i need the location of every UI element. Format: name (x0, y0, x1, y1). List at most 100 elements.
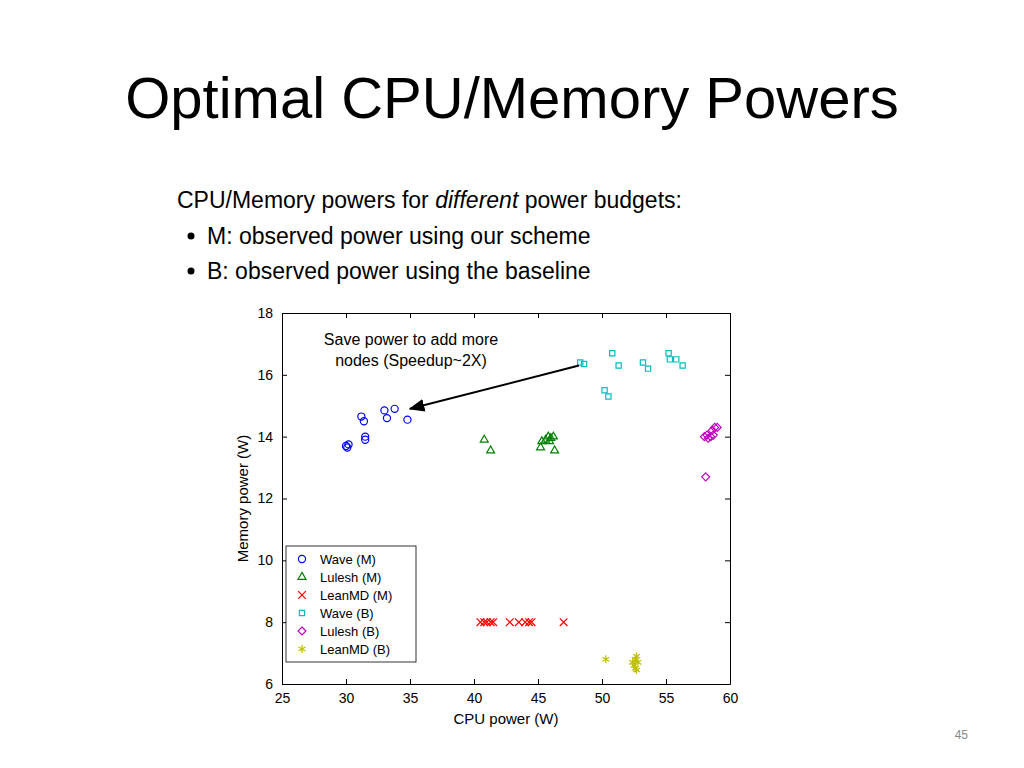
annotation-text: Save power to add more (324, 331, 498, 348)
intro-part: different (435, 187, 520, 213)
plot-background (282, 313, 730, 684)
series (700, 423, 721, 480)
tick-mark (282, 499, 287, 500)
point (632, 655, 639, 663)
tick-mark (538, 313, 539, 318)
tick-label: 16 (257, 367, 273, 383)
tick (725, 437, 730, 438)
point (713, 423, 721, 431)
axis-line (283, 684, 731, 685)
axis-line (283, 313, 731, 314)
tick-mark (666, 679, 667, 684)
tick (725, 499, 730, 500)
point (487, 446, 495, 453)
series (342, 405, 411, 451)
tick-mark (602, 679, 603, 684)
point (404, 416, 411, 423)
point (489, 618, 497, 626)
tick-mark (725, 375, 730, 376)
tick-label: 40 (467, 690, 483, 706)
tick-mark (282, 437, 287, 438)
point (709, 431, 717, 439)
point (640, 360, 645, 365)
point (546, 437, 554, 444)
legend-label: Lulesh (M) (320, 570, 381, 585)
slide: Optimal CPU/Memory PowersCPU/Memory powe… (0, 0, 1024, 768)
tick-mark (282, 313, 287, 314)
point (391, 405, 398, 412)
tick: 10 (257, 552, 287, 568)
tick-mark (725, 560, 730, 561)
tick-label: 60 (723, 690, 739, 706)
point (483, 618, 491, 626)
legend-label: Wave (B) (320, 606, 374, 621)
point (528, 618, 536, 626)
point (702, 473, 710, 481)
x-axis-title: CPU power (W) (453, 710, 558, 727)
point (606, 394, 611, 399)
point (515, 618, 523, 626)
point (477, 618, 485, 626)
point (506, 618, 514, 626)
series (477, 618, 568, 626)
point (383, 415, 390, 422)
tick-label: 45 (531, 690, 547, 706)
intro-part: power budgets: (518, 187, 682, 213)
x-axis-top (283, 313, 731, 318)
annotation-arrow (410, 366, 579, 409)
tick-mark (474, 679, 475, 684)
tick-mark (725, 622, 730, 623)
tick-label: 8 (265, 614, 273, 630)
tick (346, 313, 347, 318)
x-axis: 2530354045505560 (275, 679, 739, 706)
tick: 12 (257, 490, 287, 506)
tick-label: 12 (257, 490, 273, 506)
point (674, 357, 679, 362)
tick (410, 313, 411, 318)
tick: 35 (403, 679, 419, 706)
point (560, 618, 568, 626)
tick-mark (346, 679, 347, 684)
point (551, 446, 559, 453)
tick-mark (666, 313, 667, 318)
tick-label: 14 (257, 429, 273, 445)
point (362, 433, 369, 440)
series (480, 432, 558, 453)
y-axis-title: Memory power (W) (234, 435, 251, 563)
legend: Wave (M)Lulesh (M)LeanMD (M)Wave (B)Lule… (286, 546, 416, 662)
legend-marker (298, 572, 306, 579)
tick-label: 10 (257, 552, 273, 568)
tick: 14 (257, 429, 287, 445)
legend-marker (298, 591, 306, 599)
tick: 6 (265, 676, 287, 692)
bullet (188, 233, 195, 240)
annotation-text: nodes (Speedup~2X) (335, 352, 487, 369)
tick-mark (282, 684, 287, 685)
tick (538, 313, 539, 318)
point (667, 357, 672, 362)
tick (725, 622, 730, 623)
tick (725, 375, 730, 376)
tick-label: 55 (659, 690, 675, 706)
point (581, 361, 586, 366)
tick: 18 (257, 305, 287, 321)
point (578, 360, 583, 365)
legend-label: LeanMD (B) (320, 642, 390, 657)
legend-marker (299, 645, 306, 653)
bullet-text: M: observed power using our scheme (207, 223, 591, 249)
tick-mark (282, 375, 287, 376)
y-axis: 6 8 10 12 14 16 18 (257, 305, 287, 692)
intro-part: CPU/Memory powers for (177, 187, 435, 213)
tick-mark (346, 313, 347, 318)
tick (602, 313, 603, 318)
point (633, 666, 640, 674)
tick-mark (410, 679, 411, 684)
tick: 30 (339, 679, 355, 706)
point (345, 441, 352, 448)
tick (666, 313, 667, 318)
y-axis-right (725, 314, 731, 685)
tick-label: 25 (275, 690, 291, 706)
tick (725, 560, 730, 561)
legend-label: LeanMD (M) (320, 588, 392, 603)
point (645, 366, 650, 371)
